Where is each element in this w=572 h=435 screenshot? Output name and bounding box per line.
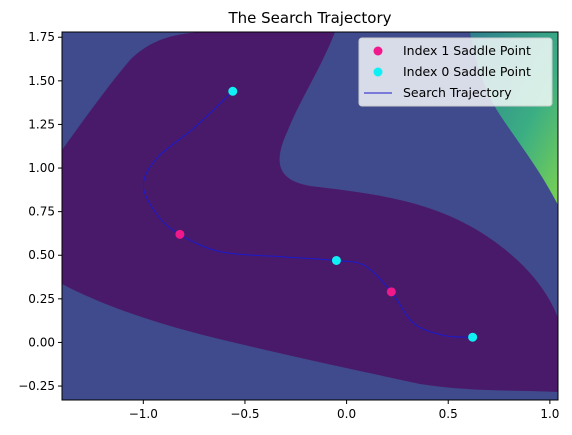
chart-title: The Search Trajectory <box>227 9 391 27</box>
legend-label-index0: Index 0 Saddle Point <box>403 64 531 79</box>
legend-box <box>358 37 553 107</box>
legend-label-index1: Index 1 Saddle Point <box>403 43 531 58</box>
index1-saddle-point <box>386 287 396 297</box>
y-tick-label: 1.50 <box>28 74 55 88</box>
x-tick-label: −0.5 <box>230 407 259 421</box>
y-tick-label: 0.75 <box>28 205 55 219</box>
index0-saddle-point <box>468 332 478 342</box>
y-tick-label: 1.00 <box>28 161 55 175</box>
y-tick-label: 0.25 <box>28 292 55 306</box>
y-tick-label: 0.00 <box>28 335 55 349</box>
y-tick-label: 1.75 <box>28 30 55 44</box>
x-tick-label: 1.0 <box>540 407 559 421</box>
x-axis: −1.0 −0.5 0.0 0.5 1.0 <box>129 400 559 421</box>
y-tick-label: 1.25 <box>28 117 55 131</box>
legend: Index 1 Saddle Point Index 0 Saddle Poin… <box>358 37 553 107</box>
legend-marker-index1 <box>373 46 383 56</box>
index0-saddle-point <box>331 255 341 265</box>
y-tick-label: −0.25 <box>18 379 55 393</box>
contour-level-low <box>62 32 558 392</box>
index0-saddle-point <box>228 86 238 96</box>
y-tick-label: 0.50 <box>28 248 55 262</box>
legend-marker-index0 <box>373 67 383 77</box>
legend-label-trajectory: Search Trajectory <box>403 85 512 100</box>
x-tick-label: 0.5 <box>439 407 458 421</box>
series-layer <box>142 86 478 342</box>
x-tick-label: 0.0 <box>337 407 356 421</box>
trajectory-line <box>142 90 473 338</box>
y-axis: −0.25 0.00 0.25 0.50 0.75 1.00 1.25 1.50 1.75 <box>18 30 62 393</box>
plot-frame <box>61 31 559 401</box>
x-tick-label: −1.0 <box>129 407 158 421</box>
index1-saddle-point <box>175 229 185 239</box>
